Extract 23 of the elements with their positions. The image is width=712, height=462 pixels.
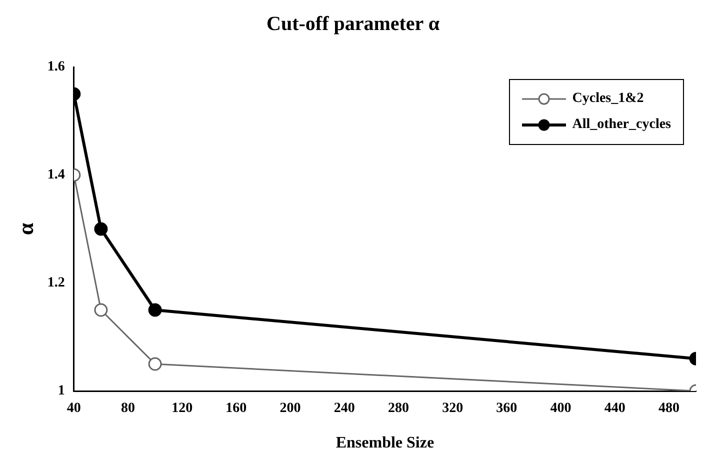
x-tick-label: 240 xyxy=(334,401,355,416)
x-tick-label: 200 xyxy=(280,401,301,416)
x-tick-label: 320 xyxy=(442,401,464,416)
y-tick-label: 1.4 xyxy=(47,168,65,183)
x-axis-title: Ensemble Size xyxy=(336,434,434,452)
x-tick-label: 360 xyxy=(496,401,518,416)
point xyxy=(148,357,162,371)
chart-title: Cut-off parameter α xyxy=(266,13,440,36)
x-tick-label: 120 xyxy=(172,401,193,416)
x-tick-label: 440 xyxy=(604,401,626,416)
legend-label: All_other_cycles xyxy=(572,117,671,133)
x-tick-label: 160 xyxy=(226,401,247,416)
y-tick-label: 1.6 xyxy=(47,60,65,75)
x-tick-label: 480 xyxy=(658,401,680,416)
point xyxy=(94,303,108,317)
y-tick-label: 1 xyxy=(58,384,65,399)
x-tick-label: 400 xyxy=(550,401,572,416)
y-tick-label: 1.2 xyxy=(47,276,65,291)
y-axis-title: α xyxy=(12,222,38,236)
x-tick-label: 40 xyxy=(66,401,81,416)
x-tick-label: 280 xyxy=(388,401,409,416)
x-tick-label: 80 xyxy=(120,401,135,416)
legend-label: Cycles_1&2 xyxy=(572,91,644,107)
